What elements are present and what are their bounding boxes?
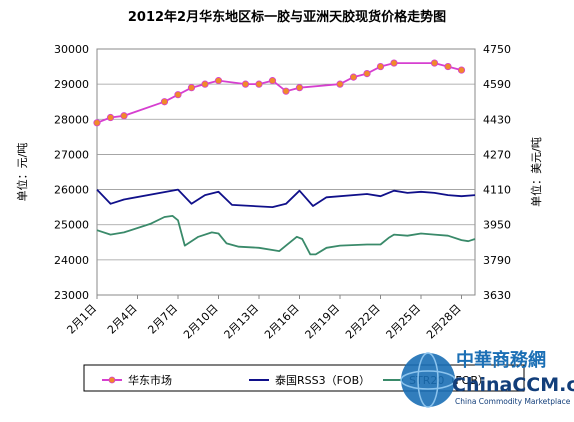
series-point [174,91,182,99]
right-tick-label: 4110 [483,184,511,197]
legend-label: 泰国RSS3（FOB） [275,373,370,387]
x-tick-label: 2月19日 [303,302,343,342]
left-tick-label: 25000 [54,219,89,232]
x-tick-label: 2月4日 [105,302,140,337]
series-point [282,87,290,95]
series-point [376,62,385,71]
series-line-2 [96,214,476,256]
watermark-brand-cn: 中華商務網 [456,349,546,371]
series-point [430,59,439,67]
x-tick-label: 2月10日 [181,302,221,342]
right-tick-label: 4590 [483,78,511,91]
legend-label: 华东市场 [128,373,172,387]
series-point [120,112,128,120]
legend-marker [108,376,116,384]
left-tick-label: 29000 [54,78,89,91]
left-tick-label: 23000 [54,289,89,302]
series-point [295,84,304,92]
series-point [457,66,466,74]
left-tick-label: 30000 [54,43,89,56]
x-tick-label: 2月28日 [424,302,464,342]
series-point [268,77,277,85]
series-point [349,73,358,81]
x-tick-label: 2月25日 [384,302,424,342]
right-tick-label: 4270 [483,148,511,161]
watermark-globe-band [400,370,456,390]
watermark-brand-en: ChinaCCM.com [452,374,574,396]
left-tick-label: 24000 [54,254,89,267]
right-axis-title: 单位：美元/吨 [529,137,543,207]
series-point [160,98,169,106]
x-tick-label: 2月1日 [64,302,99,337]
x-tick-label: 2月7日 [145,302,180,337]
x-axis-ticks: 2月1日 2月4日 2月7日 2月10日 2月13日 2月16日 2月19日 2月22日 2月2… [64,295,464,342]
x-tick-label: 2月22日 [343,302,383,342]
x-tick-label: 2月16日 [262,302,302,342]
series-point [255,80,263,88]
gridlines [97,83,475,261]
series-point [214,77,223,85]
plot-area [96,48,476,296]
left-axis-ticks: 23000 24000 25000 26000 27000 28000 29000 30000 [54,43,89,302]
right-tick-label: 4750 [483,43,511,56]
series-layer [93,59,476,256]
left-axis-title: 单位：元/吨 [15,143,29,202]
watermark-tagline: China Commodity Marketplace [455,397,571,406]
right-tick-label: 4430 [483,113,511,126]
left-tick-label: 26000 [54,184,89,197]
watermark-logo: 中華商務網 ChinaCCM.com China Commodity Marke… [400,349,574,408]
series-line-1 [96,188,476,209]
series-point [336,80,344,88]
right-tick-label: 3790 [483,254,511,267]
watermark-globe-icon [401,353,455,407]
right-tick-label: 3630 [483,289,511,302]
left-tick-label: 28000 [54,113,89,126]
series-point [106,113,115,122]
chart-title: 2012年2月华东地区标一胶与亚洲天胶现货价格走势图 [128,9,446,25]
right-axis-ticks: 3630 3790 3950 4110 4270 4430 4590 4750 [483,43,511,302]
series-point [93,119,101,127]
left-tick-label: 27000 [54,148,89,161]
series-point [363,70,371,78]
series-point [187,84,196,92]
watermark-globe-meridian [417,352,439,408]
series-point [444,62,452,71]
series-point [390,59,398,67]
series-point [201,80,209,88]
right-tick-label: 3950 [483,219,511,232]
series-point [241,80,250,88]
x-tick-label: 2月13日 [222,302,262,342]
